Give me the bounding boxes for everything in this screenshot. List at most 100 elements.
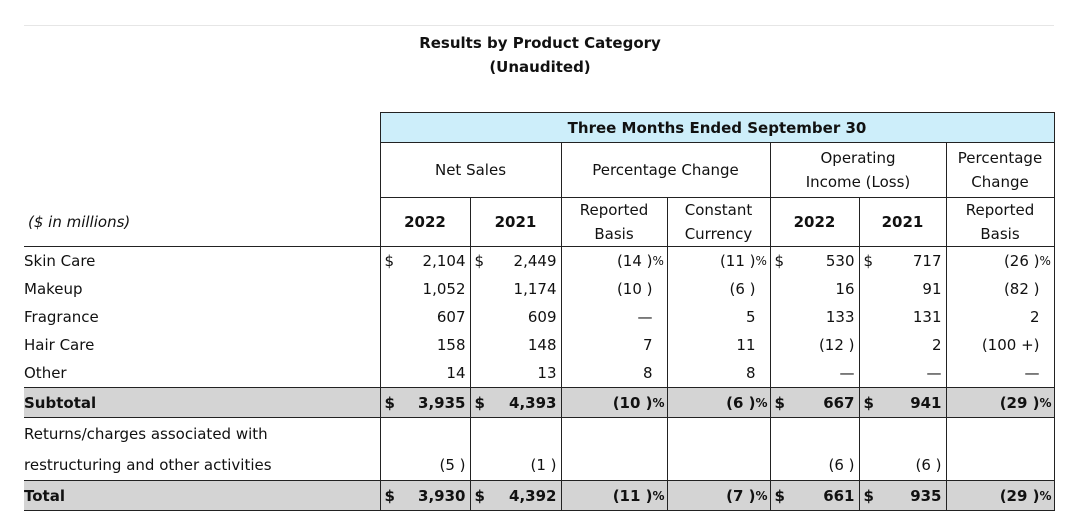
currency-symbol: $ bbox=[774, 486, 785, 505]
net-sales-2021: 4,393 bbox=[509, 393, 557, 412]
net-sales-2021: 609 bbox=[527, 308, 557, 326]
percent-sign: % bbox=[755, 488, 768, 503]
net-sales-2022: 158 bbox=[436, 336, 466, 354]
constant-currency: 11 bbox=[736, 336, 756, 354]
table-row: Other 14 13 8 8 — — — bbox=[24, 359, 1055, 388]
net-sales-2021: 13 bbox=[537, 364, 557, 382]
units-label: ($ in millions) bbox=[24, 197, 380, 247]
reported-basis: (14 ) bbox=[616, 252, 653, 270]
percentage-change-oi-header: Percentage Change bbox=[945, 142, 1055, 198]
currency-symbol: $ bbox=[474, 252, 485, 270]
currency-symbol: $ bbox=[774, 252, 785, 270]
reported-basis: (11 ) bbox=[612, 486, 653, 505]
report-title: Results by Product Category (Unaudited) bbox=[380, 31, 700, 79]
net-sales-2022: 14 bbox=[446, 364, 466, 382]
net-sales-2022: 607 bbox=[436, 308, 466, 326]
oi-2021: (6 ) bbox=[915, 455, 942, 474]
top-divider bbox=[24, 25, 1054, 26]
reported-basis: (10 ) bbox=[616, 280, 653, 298]
net-sales-2022-header: 2022 bbox=[379, 197, 471, 247]
reported-basis-l1: Reported bbox=[579, 201, 649, 219]
oi-reported-basis: (26 ) bbox=[1003, 252, 1040, 270]
net-sales-2022: (5 ) bbox=[439, 455, 466, 474]
net-sales-2022: 2,104 bbox=[422, 252, 466, 270]
oi-reported-basis-l1: Reported bbox=[965, 201, 1035, 219]
oi-reported-basis: — bbox=[1024, 364, 1040, 382]
row-label: Hair Care bbox=[24, 336, 95, 354]
currency-symbol: $ bbox=[863, 393, 874, 412]
oi-reported-basis: (29 ) bbox=[999, 486, 1040, 505]
percent-sign: % bbox=[652, 395, 665, 410]
constant-currency: (6 ) bbox=[726, 393, 756, 412]
net-sales-2021: 2,449 bbox=[513, 252, 557, 270]
oi-2022: (12 ) bbox=[818, 336, 855, 354]
percent-sign: % bbox=[1039, 254, 1051, 268]
constant-currency: (7 ) bbox=[726, 486, 756, 505]
operating-income-header: Operating Income (Loss) bbox=[769, 142, 947, 198]
oi-2021: 91 bbox=[922, 280, 942, 298]
oi-2021: 935 bbox=[910, 486, 942, 505]
currency-symbol: $ bbox=[384, 252, 395, 270]
percentage-change-header: Percentage Change bbox=[560, 142, 771, 198]
table-row: Skin Care $2,104 $2,449 (14 )% (11 )% $5… bbox=[24, 246, 1055, 275]
currency-symbol: $ bbox=[474, 486, 485, 505]
oi-2021: — bbox=[926, 364, 942, 382]
currency-symbol: $ bbox=[474, 393, 485, 412]
oi-reported-basis-l2: Basis bbox=[980, 225, 1020, 243]
oi-2021: 717 bbox=[912, 252, 942, 270]
percent-sign: % bbox=[755, 254, 767, 268]
reported-basis-header: Reported Basis bbox=[560, 197, 668, 247]
net-sales-2021: (1 ) bbox=[530, 455, 557, 474]
returns-label-l1: Returns/charges associated with bbox=[24, 424, 268, 443]
oi-2022: — bbox=[839, 364, 855, 382]
reported-basis-l2: Basis bbox=[594, 225, 634, 243]
oi-reported-basis: 2 bbox=[1029, 308, 1040, 326]
subtotal-label: Subtotal bbox=[24, 387, 380, 418]
oi-2022: (6 ) bbox=[828, 455, 855, 474]
returns-row-line2: restructuring and other activities (5 ) … bbox=[24, 449, 1055, 481]
net-sales-header: Net Sales bbox=[379, 142, 562, 198]
oi-reported-basis-header: Reported Basis bbox=[945, 197, 1055, 247]
net-sales-2021: 1,174 bbox=[513, 280, 557, 298]
reported-basis: — bbox=[637, 308, 653, 326]
oi-2021: 2 bbox=[931, 336, 942, 354]
subtotal-row: Subtotal $3,935 $4,393 (10 )% (6 )% $667… bbox=[24, 387, 1055, 418]
oi-2021: 941 bbox=[910, 393, 942, 412]
constant-currency: 5 bbox=[745, 308, 756, 326]
currency-symbol: $ bbox=[384, 486, 395, 505]
oi-2022-header: 2022 bbox=[769, 197, 860, 247]
percent-sign: % bbox=[755, 395, 768, 410]
returns-label-l2: restructuring and other activities bbox=[24, 455, 272, 474]
table-row: Hair Care 158 148 7 11 (12 ) 2 (100 +) bbox=[24, 331, 1055, 359]
row-label: Makeup bbox=[24, 280, 83, 298]
constant-currency: (6 ) bbox=[729, 280, 756, 298]
period-banner: Three Months Ended September 30 bbox=[379, 112, 1055, 143]
operating-income-header-l1: Operating bbox=[820, 149, 896, 167]
operating-income-header-l2: Income (Loss) bbox=[805, 173, 911, 191]
oi-reported-basis: (100 +) bbox=[981, 336, 1040, 354]
total-row: Total $3,930 $4,392 (11 )% (7 )% $661 $9… bbox=[24, 480, 1055, 511]
oi-reported-basis: (82 ) bbox=[1003, 280, 1040, 298]
percentage-change-oi-l1: Percentage bbox=[957, 149, 1043, 167]
constant-currency-l1: Constant bbox=[684, 201, 753, 219]
currency-symbol: $ bbox=[384, 393, 395, 412]
oi-2021: 131 bbox=[912, 308, 942, 326]
net-sales-2021: 4,392 bbox=[509, 486, 557, 505]
oi-2022: 530 bbox=[825, 252, 855, 270]
oi-2022: 133 bbox=[825, 308, 855, 326]
currency-symbol: $ bbox=[863, 486, 874, 505]
percent-sign: % bbox=[652, 488, 665, 503]
net-sales-2021: 148 bbox=[527, 336, 557, 354]
oi-reported-basis: (29 ) bbox=[999, 393, 1040, 412]
constant-currency-l2: Currency bbox=[684, 225, 753, 243]
constant-currency: (11 ) bbox=[719, 252, 756, 270]
row-label: Skin Care bbox=[24, 252, 96, 270]
results-table: Three Months Ended September 30 Net Sale… bbox=[24, 112, 1055, 511]
total-label: Total bbox=[24, 480, 380, 511]
oi-2022: 661 bbox=[823, 486, 855, 505]
net-sales-2022: 3,930 bbox=[418, 486, 466, 505]
currency-symbol: $ bbox=[863, 252, 874, 270]
percent-sign: % bbox=[1039, 395, 1052, 410]
reported-basis: (10 ) bbox=[612, 393, 653, 412]
row-label: Fragrance bbox=[24, 308, 99, 326]
